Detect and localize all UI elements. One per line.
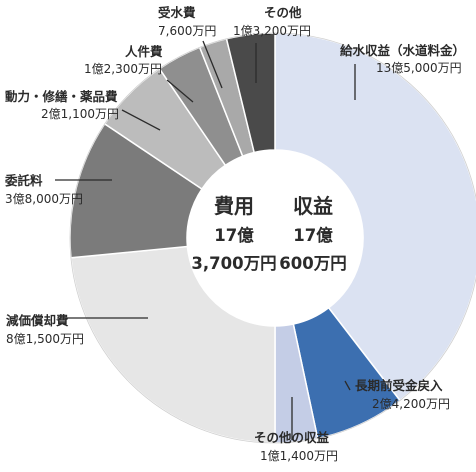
expense-label-value-2: 2億1,100万円 — [41, 107, 119, 121]
expense-label-name-0: 減価償却費 — [6, 313, 69, 328]
expense-title: 費用 — [214, 194, 254, 218]
expense-leader-3 — [166, 79, 194, 103]
expense-label-value-1: 3億8,000万円 — [5, 192, 83, 206]
expense-leader-2 — [121, 109, 161, 131]
expense-label-name-1: 委託料 — [4, 173, 43, 188]
expense-label-value-4: 7,600万円 — [158, 24, 216, 38]
revenue-leader-1 — [344, 380, 351, 391]
revenue-total-line1: 17億 — [293, 225, 333, 245]
revenue-label-value-2: 1億1,400万円 — [260, 449, 338, 463]
expense-label-value-3: 1億2,300万円 — [84, 62, 162, 76]
leader-lines — [55, 40, 356, 440]
donut-rim — [69, 32, 476, 444]
revenue-label-value-0: 13億5,000万円 — [376, 61, 462, 75]
revenue-total-line2: 600万円 — [279, 254, 346, 273]
expense-total-line2: 3,700万円 — [191, 254, 276, 273]
expense-slice-0 — [70, 245, 276, 444]
expense-label-name-3: 人件費 — [125, 44, 163, 59]
expense-total-line1: 17億 — [214, 225, 254, 245]
expense-label-name-5: その他 — [264, 5, 302, 20]
revenue-label-name-0: 給水収益（水道料金） — [340, 43, 465, 58]
revenue-title: 収益 — [293, 194, 333, 218]
expense-label-value-5: 1億3,200万円 — [233, 24, 311, 38]
donut-slices — [69, 32, 476, 444]
revenue-label-name-1: 長期前受金戻入 — [355, 378, 443, 393]
expense-label-name-2: 動力・修繕・薬品費 — [5, 89, 118, 104]
expense-label-value-0: 8億1,500万円 — [6, 332, 84, 346]
revenue-label-name-2: その他の収益 — [254, 430, 330, 445]
expense-label-name-4: 受水費 — [158, 5, 196, 20]
revenue-label-value-1: 2億4,200万円 — [372, 397, 450, 411]
expense-leader-4 — [202, 40, 223, 89]
